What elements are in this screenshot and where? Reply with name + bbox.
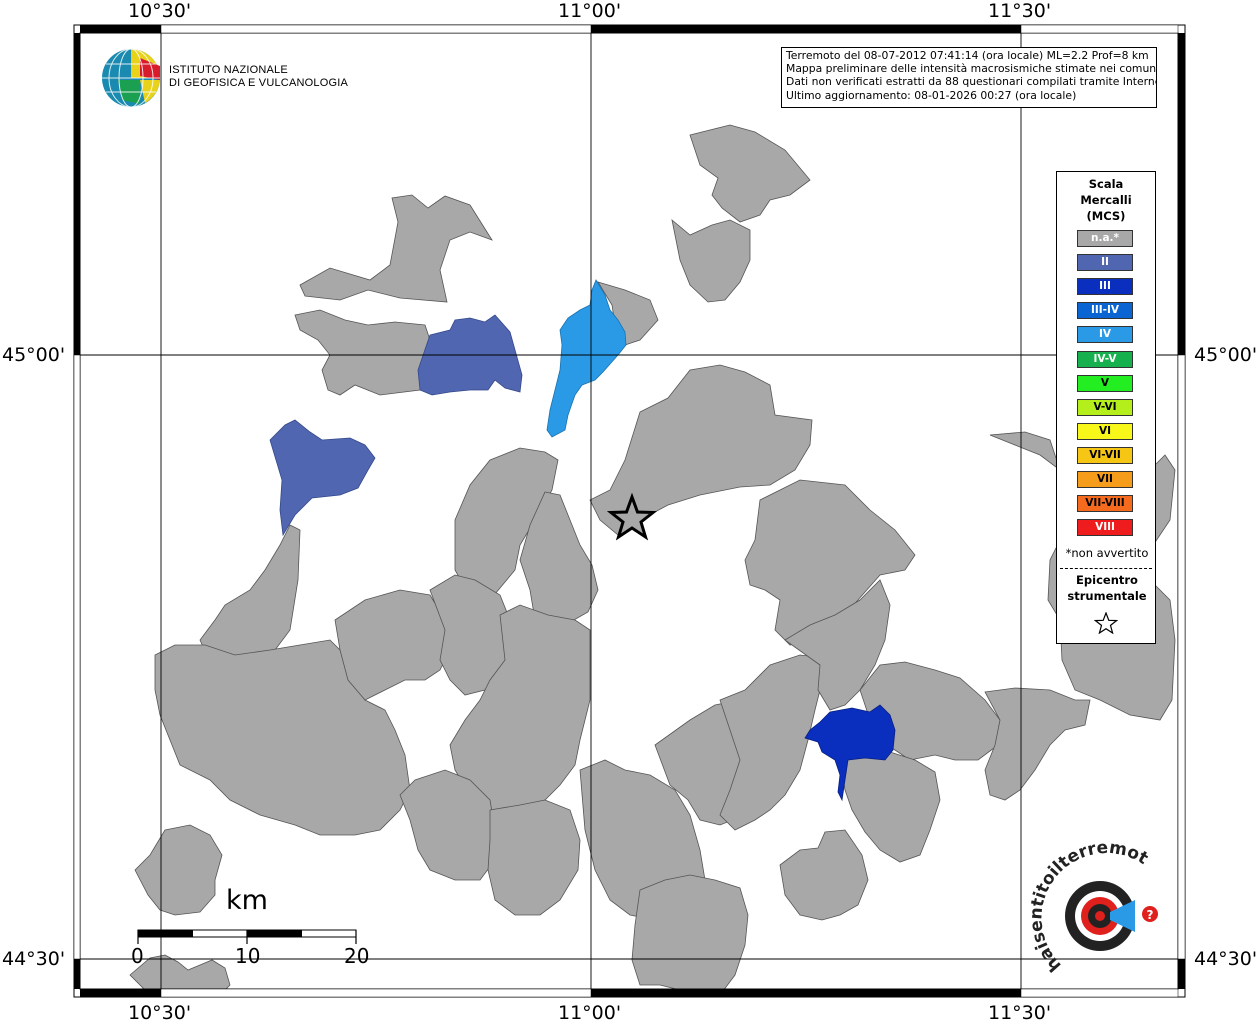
ingv-globe-icon	[102, 48, 160, 108]
legend-epicenter-1: Epicentro	[1076, 573, 1138, 587]
event-info-line-3: Dati non verificati estratti da 88 quest…	[786, 75, 1157, 89]
intensity-III-areas	[804, 704, 896, 802]
event-info-line-4: Ultimo aggiornamento: 08-01-2026 00:27 (…	[786, 88, 1077, 102]
legend-swatch: II	[1077, 254, 1133, 272]
legend-epicenter-label: Epicentro strumentale	[1057, 572, 1157, 604]
municipality-III	[804, 704, 896, 802]
municipality	[784, 579, 891, 711]
mcs-legend: Scala Mercalli (MCS) n.a.* II III III-IV IV I…	[1056, 171, 1156, 644]
municipality	[519, 491, 599, 631]
municipality	[294, 309, 431, 396]
left-lat-label-1: 45°00'	[2, 344, 66, 366]
legend-divider	[1060, 568, 1152, 569]
legend-swatch: V-VI	[1077, 398, 1133, 416]
bottom-lon-label-1: 10°30'	[128, 1002, 192, 1024]
graticule	[80, 33, 1178, 989]
municipality	[631, 874, 749, 989]
municipality	[839, 749, 941, 863]
municipality-II	[269, 419, 376, 537]
left-lat-label-2: 44°30'	[2, 948, 66, 970]
legend-note: *non avvertito	[1065, 546, 1149, 560]
legend-swatch: VIII	[1077, 519, 1133, 537]
legend-swatch: VI-VII	[1077, 446, 1133, 464]
scale-bar-label-20: 20	[344, 944, 370, 968]
municipality	[487, 799, 581, 916]
ingv-line-2: DI GEOFISICA E VULCANOLOGIA	[169, 77, 348, 89]
event-info-box: Terremoto del 08-07-2012 07:41:14 (ora l…	[781, 47, 1157, 108]
svg-text:?: ?	[1147, 908, 1154, 922]
bottom-lon-label-2: 11°00'	[558, 1002, 622, 1024]
legend-swatch: IV-V	[1077, 350, 1133, 368]
top-lon-label-3: 11°30'	[988, 0, 1052, 22]
municipality	[334, 589, 451, 701]
event-info-line-2: Mappa preliminare delle intensità macros…	[786, 62, 1157, 76]
municipality	[671, 218, 751, 303]
municipality	[299, 194, 493, 303]
right-lat-label-1: 45°00'	[1194, 344, 1258, 366]
top-lon-label-2: 11°00'	[558, 0, 622, 22]
scale-bar	[137, 929, 357, 944]
scale-bar-unit: km	[226, 885, 268, 916]
municipality	[719, 654, 826, 831]
legend-swatch: n.a.*	[1077, 230, 1133, 247]
scale-bar-label-0: 0	[131, 944, 144, 968]
municipality-IV	[546, 279, 627, 438]
municipality	[689, 124, 811, 223]
municipality	[984, 687, 1091, 801]
municipality	[597, 281, 659, 346]
legend-swatch: VI	[1077, 422, 1133, 440]
municipality	[779, 829, 869, 921]
legend-swatch: III-IV	[1077, 302, 1133, 320]
municipality-layer	[129, 124, 1176, 989]
municipalities-not-felt	[129, 124, 1176, 989]
legend-title-2: Mercalli	[1080, 193, 1132, 207]
intensity-IV-areas	[546, 279, 627, 438]
right-lat-label-2: 44°30'	[1194, 948, 1258, 970]
top-lon-label-1: 10°30'	[128, 0, 192, 22]
legend-title: Scala Mercalli (MCS)	[1057, 176, 1155, 224]
legend-swatch: VII	[1077, 471, 1133, 488]
ingv-line-1: ISTITUTO NAZIONALE	[169, 64, 288, 76]
legend-swatch: III	[1077, 278, 1133, 296]
legend-epicenter-2: strumentale	[1067, 589, 1147, 603]
legend-swatch: IV	[1077, 326, 1133, 344]
map-frame	[73, 24, 1186, 998]
event-info-line-1: Terremoto del 08-07-2012 07:41:14 (ora l…	[786, 49, 1149, 62]
legend-star-icon	[1094, 612, 1118, 634]
ingv-logo-text: ISTITUTO NAZIONALE DI GEOFISICA E VULCAN…	[169, 64, 348, 90]
scale-bar-label-10: 10	[235, 944, 261, 968]
bottom-lon-label-3: 11°30'	[988, 1002, 1052, 1024]
legend-title-3: (MCS)	[1086, 209, 1126, 223]
epicenter-star-icon	[606, 492, 658, 541]
municipality	[454, 447, 559, 601]
intensity-II-areas	[269, 314, 523, 537]
municipality	[589, 364, 813, 536]
legend-swatch: V	[1077, 374, 1133, 392]
legend-swatch: VII-VIII	[1077, 495, 1133, 513]
municipality	[129, 954, 231, 989]
municipality	[134, 824, 223, 916]
legend-title-1: Scala	[1088, 177, 1124, 191]
